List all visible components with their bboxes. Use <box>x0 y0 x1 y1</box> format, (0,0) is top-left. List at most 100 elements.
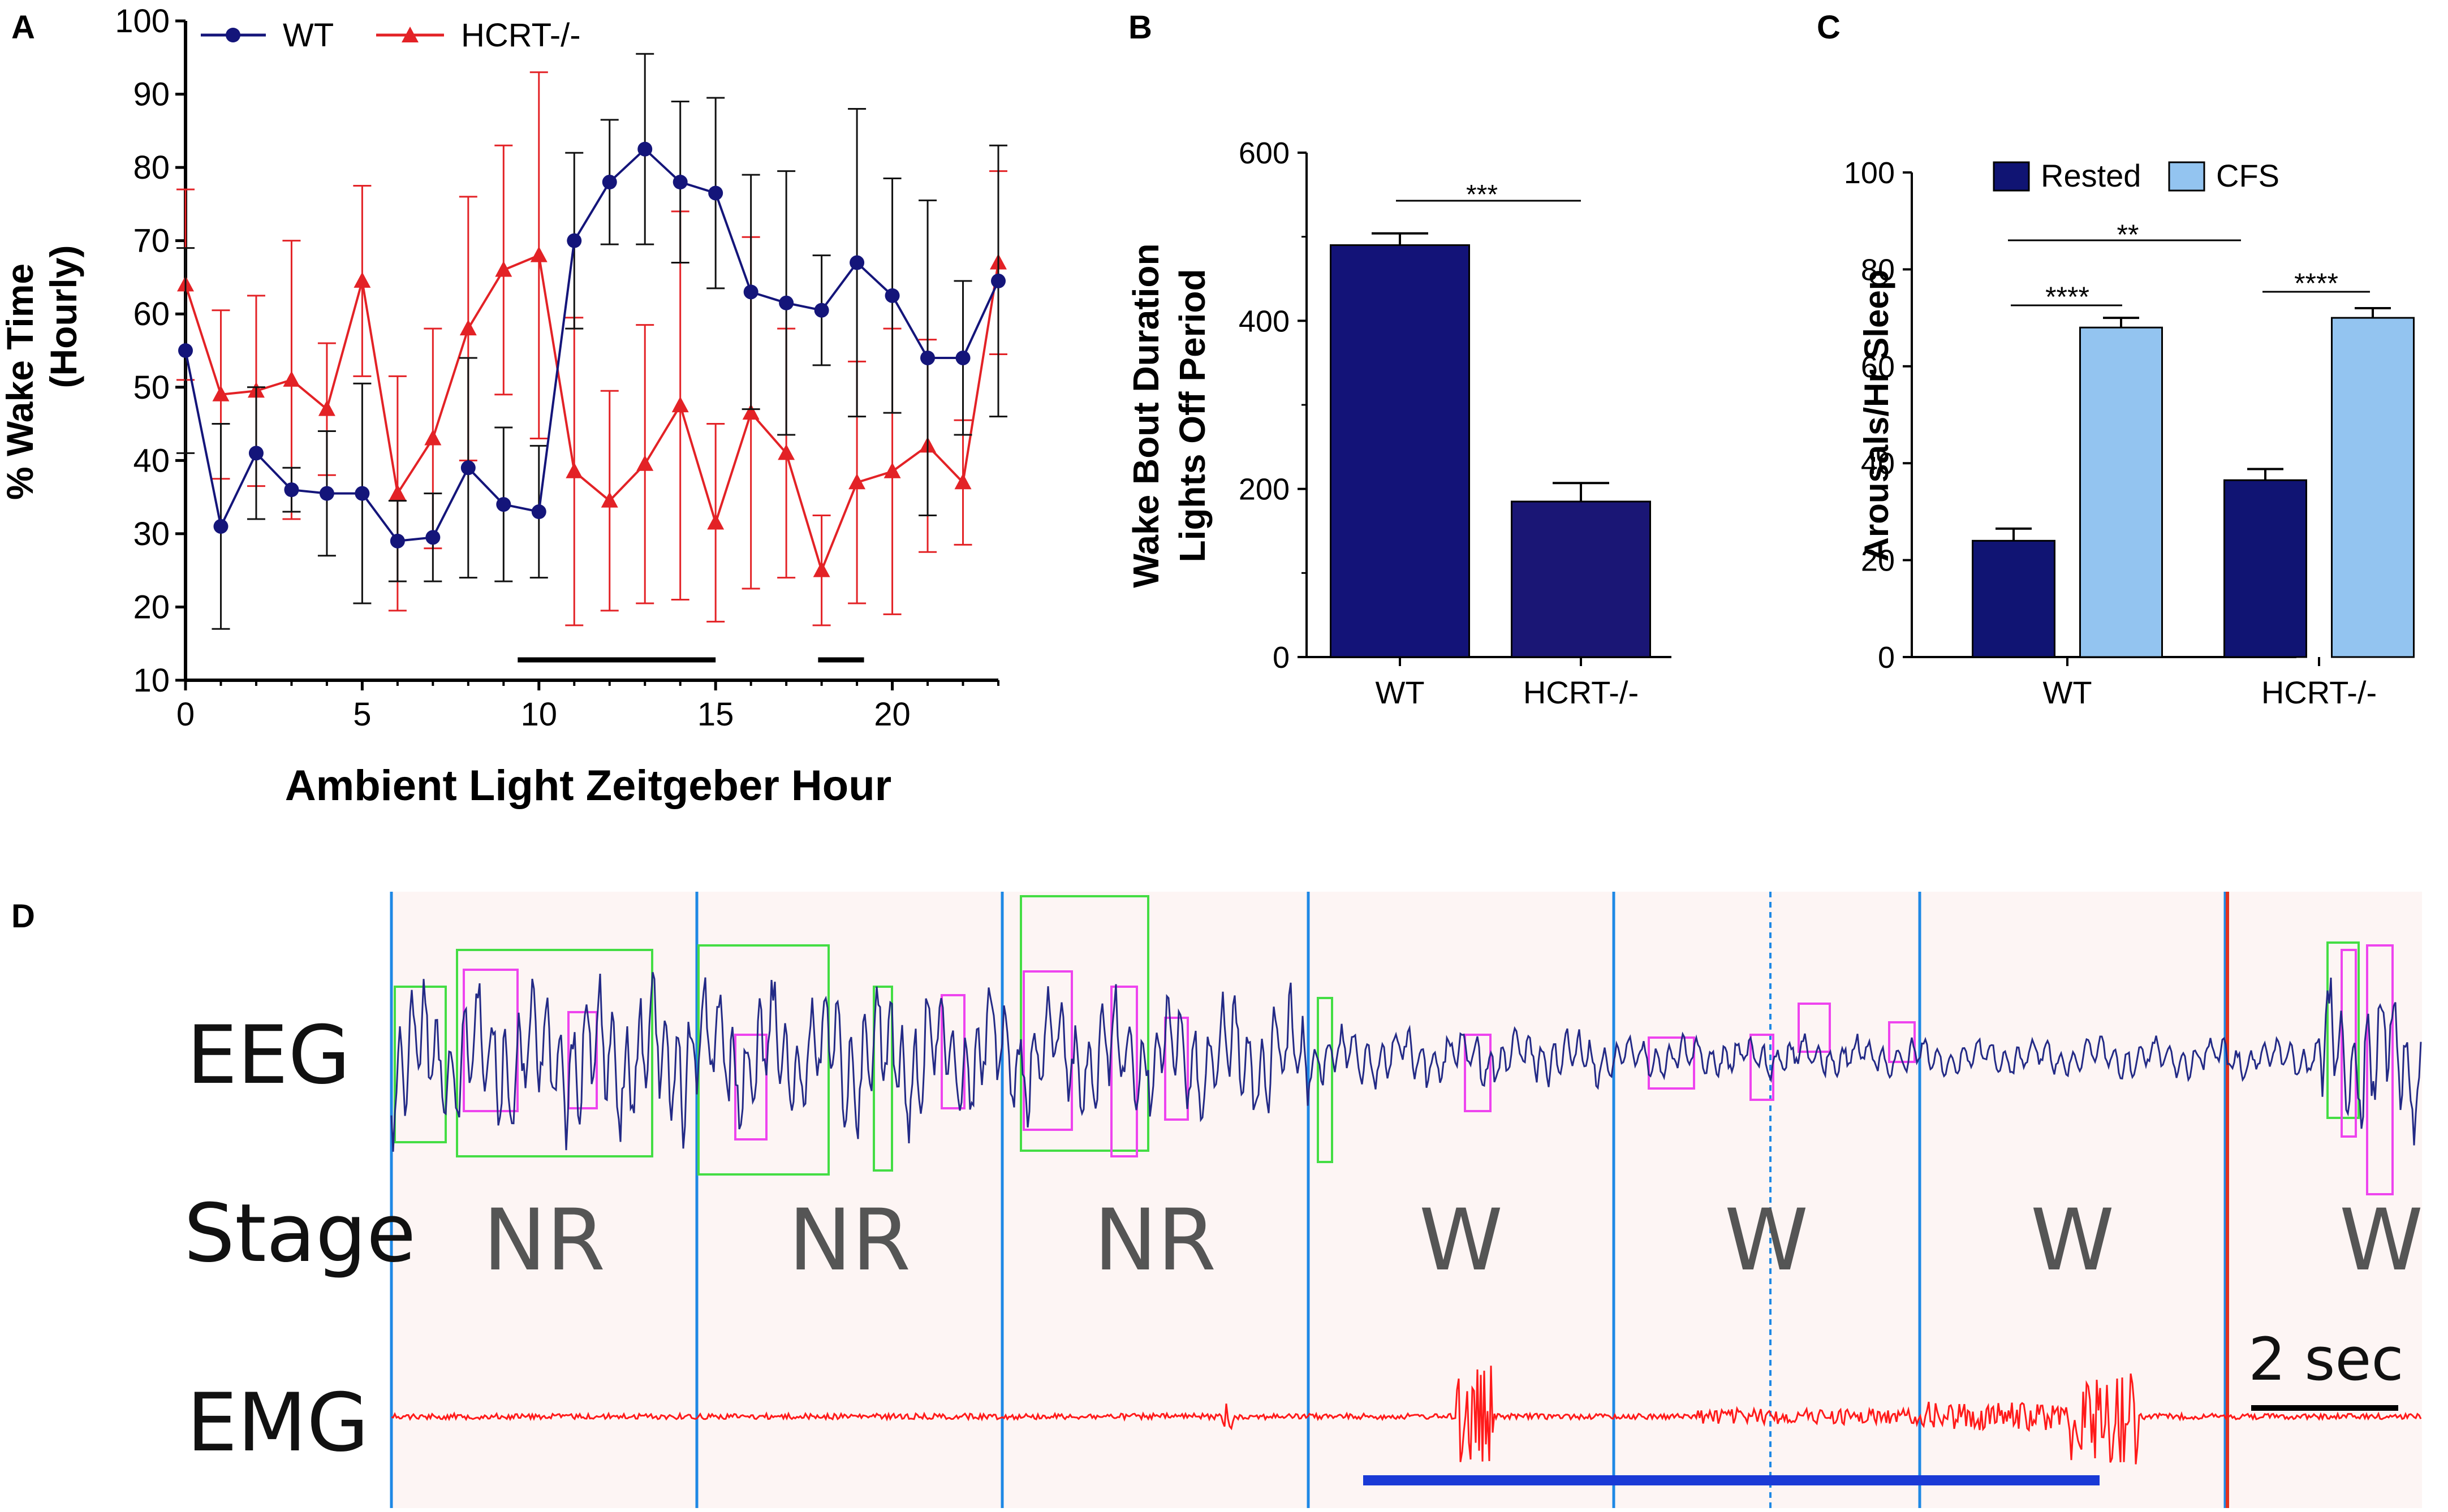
panel-b-ylabel-2: Lights Off Period <box>1172 269 1213 562</box>
data-point <box>283 370 300 387</box>
data-point <box>813 561 830 577</box>
data-point <box>671 396 689 413</box>
panel-a-axes: 10 20 30 40 50 60 70 80 90 100 0 5 10 15 20 <box>115 3 999 733</box>
panel-c-letter: C <box>1817 9 1841 46</box>
data-point <box>319 486 334 501</box>
panel-c-ylabel: Arousals/Hr Sleep <box>1857 270 1895 562</box>
data-point <box>742 404 760 420</box>
panel-c-plot: ********** <box>1972 219 2415 658</box>
panel-c-legend: Rested CFS <box>1993 158 2279 193</box>
eeg-trace <box>390 972 2422 1152</box>
bar-wt <box>1330 244 1470 658</box>
event-box-magenta <box>1749 1034 1774 1101</box>
data-point <box>708 185 723 201</box>
eeg-label: EEG <box>187 1009 350 1102</box>
data-point <box>566 462 583 478</box>
data-point <box>425 530 441 545</box>
event-box-magenta <box>1110 986 1138 1157</box>
data-point <box>601 491 618 508</box>
legend-rested-swatch <box>1993 161 2030 192</box>
event-box-green <box>1020 895 1149 1152</box>
event-box-magenta <box>1648 1036 1695 1090</box>
panel-b: B 0 200 400 600 WT HCRT-/- *** Wake Bout Dura… <box>1126 9 1671 710</box>
significance-label: *** <box>1466 180 1498 210</box>
panel-a-xtick-label: 10 <box>521 696 558 733</box>
stage-w: W <box>2031 1191 2114 1290</box>
legend-hcrt-marker <box>402 27 419 42</box>
stage-labels: NR NR NR W W W W <box>483 1191 2423 1290</box>
event-box-magenta <box>1164 1017 1189 1121</box>
epoch-dividers <box>390 892 2229 1508</box>
panel-a-legend: WT HCRT-/- <box>201 17 581 54</box>
data-point <box>954 473 972 490</box>
panel-b-letter: B <box>1128 9 1152 46</box>
data-point <box>284 482 299 498</box>
data-point <box>355 486 370 501</box>
panel-b-xtick-label: WT <box>1375 675 1424 710</box>
panel-a-ylabel-2: (Hourly) <box>42 245 84 388</box>
event-box-magenta <box>1464 1034 1492 1112</box>
emg-trace <box>391 1366 2422 1465</box>
series-line <box>184 147 999 542</box>
event-box-magenta <box>2341 949 2357 1138</box>
panel-a-letter: A <box>11 9 35 46</box>
panel-c-ytick-label: 60 <box>1861 350 1895 384</box>
stage-w: W <box>1419 1191 1503 1290</box>
panel-c-ytick-label: 80 <box>1861 253 1895 287</box>
panel-a-ytick-label: 30 <box>133 516 170 552</box>
data-point <box>778 444 795 460</box>
data-point <box>673 175 688 190</box>
panel-c-ytick-label: 0 <box>1878 641 1895 675</box>
panel-c-axes: 0 20 40 60 80 100 WT HCRT-/- <box>1844 156 2377 710</box>
panel-b-ytick-label: 200 <box>1239 473 1290 507</box>
significance-label: **** <box>2045 281 2089 313</box>
panel-b-axes: 0 200 400 600 WT HCRT-/- <box>1239 136 1671 710</box>
stage-w: W <box>1725 1191 1808 1290</box>
event-box-green <box>456 949 653 1157</box>
event-box-green <box>1317 997 1333 1163</box>
panel-a-ytick-label: 100 <box>115 3 170 40</box>
panel-a-ytick-label: 20 <box>133 589 170 625</box>
data-point <box>424 429 442 446</box>
data-point <box>850 255 865 270</box>
bar-rested <box>2223 479 2307 658</box>
emg-line <box>391 1366 2422 1465</box>
data-point <box>213 519 229 534</box>
stage-label: Stage <box>184 1187 416 1280</box>
panel-a-ytick-label: 40 <box>133 442 170 479</box>
panel-c-xtick-label: WT <box>2042 675 2092 710</box>
event-box-magenta <box>2366 944 2394 1195</box>
bar-cfs <box>2079 326 2163 658</box>
panel-a-xtick-label: 15 <box>697 696 734 733</box>
data-point <box>178 343 193 358</box>
panel-a-ytick-label: 50 <box>133 369 170 406</box>
panel-a-plot <box>176 53 1007 663</box>
event-boxes <box>394 895 2394 1195</box>
data-point <box>637 141 653 157</box>
event-box-magenta <box>567 1011 598 1109</box>
panel-a-ytick-label: 10 <box>133 662 170 699</box>
stage-w: W <box>2339 1191 2423 1290</box>
data-point <box>779 295 794 310</box>
data-point <box>531 504 546 520</box>
panel-a-ytick-label: 80 <box>133 149 170 186</box>
data-point <box>567 233 582 248</box>
panel-c-xtick-label: HCRT-/- <box>2261 675 2377 710</box>
event-box-magenta <box>734 1034 768 1141</box>
panel-a-xtick-label: 5 <box>353 696 371 733</box>
series-line <box>184 253 999 574</box>
stage-nr: NR <box>483 1191 605 1290</box>
panel-b-xtick-label: HCRT-/- <box>1523 675 1639 710</box>
data-point <box>530 246 548 262</box>
data-point <box>885 288 900 303</box>
event-box-green <box>2326 941 2360 1119</box>
panel-a-xtick-label: 0 <box>176 696 195 733</box>
emg-label: EMG <box>187 1376 369 1470</box>
panel-b-ytick-label: 600 <box>1239 136 1290 170</box>
panel-a-ytick-label: 60 <box>133 296 170 332</box>
panel-a-ylabel: % Wake Time <box>0 263 41 500</box>
event-box-magenta <box>1798 1003 1831 1053</box>
data-point <box>920 350 936 365</box>
